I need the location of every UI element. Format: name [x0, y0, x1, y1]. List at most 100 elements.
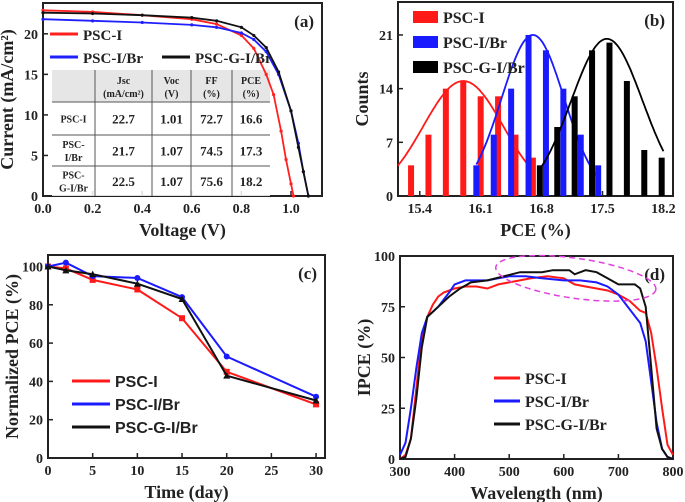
y-tick-label: 14	[379, 83, 393, 98]
legend-label: PSC-I	[443, 10, 485, 27]
legend-label: PSC-G-I/Br	[443, 60, 525, 77]
y-tick-label: 21	[379, 29, 393, 44]
table-body-bg	[52, 102, 270, 196]
legend-label: PSC-I	[83, 28, 122, 44]
data-point	[140, 13, 144, 17]
data-point	[291, 194, 296, 198]
table-header: (%)	[243, 89, 260, 100]
y-tick-label: 100	[22, 260, 43, 275]
histogram-bar	[529, 157, 536, 196]
legend-label: PSC-I/Br	[443, 35, 507, 52]
data-point	[140, 20, 144, 25]
data-point	[91, 11, 95, 16]
histogram-bar	[408, 165, 415, 196]
data-point	[215, 22, 219, 26]
data-point	[239, 33, 243, 38]
histogram-bar	[495, 96, 502, 196]
histogram-bar	[536, 165, 543, 196]
histogram-bar	[589, 50, 596, 196]
histogram-bar	[473, 165, 480, 196]
data-point	[223, 353, 230, 360]
legend-label: PSC-I/Br	[525, 394, 589, 411]
data-point	[179, 315, 186, 322]
table-header: FF	[205, 76, 217, 87]
data-point	[134, 274, 141, 281]
data-point	[272, 93, 276, 97]
data-point	[296, 145, 301, 149]
panel-label: (c)	[298, 264, 317, 283]
data-point	[252, 37, 256, 42]
data-point	[264, 72, 268, 76]
x-tick-label: 30	[309, 464, 323, 479]
y-tick-label: 15	[24, 68, 38, 83]
data-point	[289, 109, 293, 113]
x-axis-title: Voltage (V)	[139, 220, 226, 241]
data-point	[239, 25, 243, 29]
table-header: Voc	[164, 76, 180, 87]
data-point	[277, 70, 281, 74]
x-tick-label: 500	[499, 465, 520, 480]
y-tick-label: 60	[29, 337, 43, 352]
histogram-bar	[425, 134, 432, 196]
table-cell: 22.7	[112, 112, 135, 127]
legend-label: PSC-G-I/Br	[115, 420, 198, 437]
y-axis-title: Counts	[352, 71, 372, 126]
y-tick-label: 40	[29, 375, 43, 390]
legend-swatch	[413, 36, 438, 48]
x-tick-label: 0.6	[183, 202, 201, 217]
y-axis-title: IPCE (%)	[354, 319, 375, 397]
data-point	[284, 157, 288, 162]
data-point	[301, 170, 305, 174]
histogram-bar	[623, 80, 630, 196]
y-tick-label: 25	[381, 402, 395, 417]
table-row-label: PSC-I	[60, 115, 86, 126]
x-axis-title: Wavelength (nm)	[470, 483, 603, 502]
x-tick-label: 18.2	[651, 202, 676, 217]
histogram-bar	[554, 126, 561, 196]
data-point	[264, 46, 268, 50]
histogram-bar	[512, 134, 519, 196]
y-tick-label: 20	[29, 414, 43, 429]
data-point	[89, 276, 96, 283]
histogram-bar	[508, 88, 515, 196]
x-tick-label: 700	[608, 465, 629, 480]
x-tick-label: 16.8	[529, 202, 554, 217]
data-point	[62, 266, 70, 274]
y-tick-label: 100	[374, 250, 395, 265]
histogram-bar	[542, 50, 549, 196]
table-header: (V)	[165, 89, 179, 100]
data-point	[215, 19, 219, 23]
x-axis-title: Time (day)	[144, 482, 228, 502]
table-cell: 75.6	[200, 174, 223, 189]
x-tick-label: 0.8	[233, 202, 251, 217]
y-tick-label: 50	[381, 352, 395, 367]
highlight-ellipse	[494, 254, 657, 302]
x-tick-label: 0.2	[84, 202, 102, 217]
y-tick-label: 0	[386, 190, 393, 205]
x-tick-label: 0.0	[34, 202, 52, 217]
histogram-bar	[560, 88, 567, 196]
parameters-table: Jsc (mA/cm²) Voc (V) FF (%) PCE (%) PSC-I 22.7 1.0…	[52, 70, 270, 196]
legend-label: PSC-I	[525, 371, 567, 388]
data-point	[252, 33, 256, 38]
panel-label: (a)	[294, 12, 314, 31]
histogram-bar	[477, 96, 484, 196]
table-cell: 16.6	[240, 112, 263, 127]
data-point	[239, 31, 243, 35]
legend-swatch	[413, 11, 438, 23]
x-tick-label: 1.0	[282, 202, 300, 217]
table-cell: 72.7	[200, 112, 223, 127]
x-tick-label: 16.1	[468, 202, 493, 217]
data-point	[306, 194, 310, 198]
table-header: (%)	[203, 89, 220, 100]
data-point	[313, 401, 320, 408]
x-tick-label: 10	[130, 464, 144, 479]
data-point	[190, 15, 194, 20]
data-point	[223, 372, 231, 379]
table-header-bg	[52, 70, 270, 102]
panel-d: 300 400 500 600 700 800 0 25 50 75 100 Wavelength (…	[354, 250, 684, 502]
histogram-bar	[525, 34, 532, 196]
data-point	[178, 295, 186, 303]
data-point	[289, 182, 293, 186]
